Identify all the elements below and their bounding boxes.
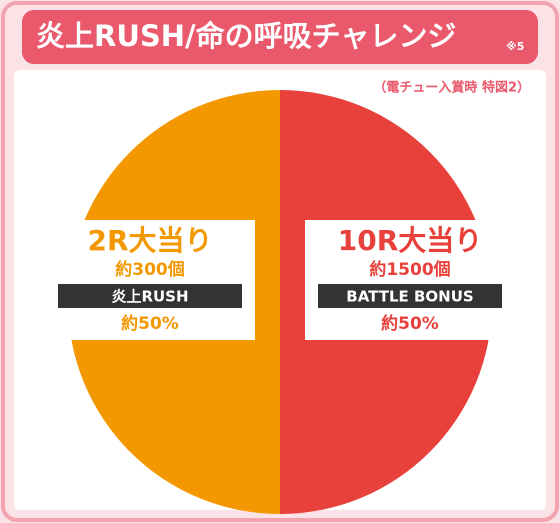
chart-title: 炎上RUSH/命の呼吸チャレンジ [36, 19, 456, 53]
label-box [45, 220, 255, 340]
label-box [305, 220, 515, 340]
value-label: 約50% [381, 313, 439, 334]
title-note: ※5 [506, 40, 524, 53]
payout-label: 約300個 [115, 259, 185, 280]
mode-bar [318, 284, 502, 308]
value-label: 約50% [121, 313, 179, 334]
mode-label: BATTLE BONUS [346, 288, 473, 306]
payout-label: 約1500個 [369, 259, 450, 280]
category-label: 2R大当り [87, 224, 212, 257]
subtitle: （電チュー入賞時 特図2） [373, 80, 530, 96]
title-banner [22, 10, 538, 64]
mode-label: 炎上RUSH [111, 288, 188, 306]
category-label: 10R大当り [338, 224, 483, 257]
mode-bar [58, 284, 242, 308]
